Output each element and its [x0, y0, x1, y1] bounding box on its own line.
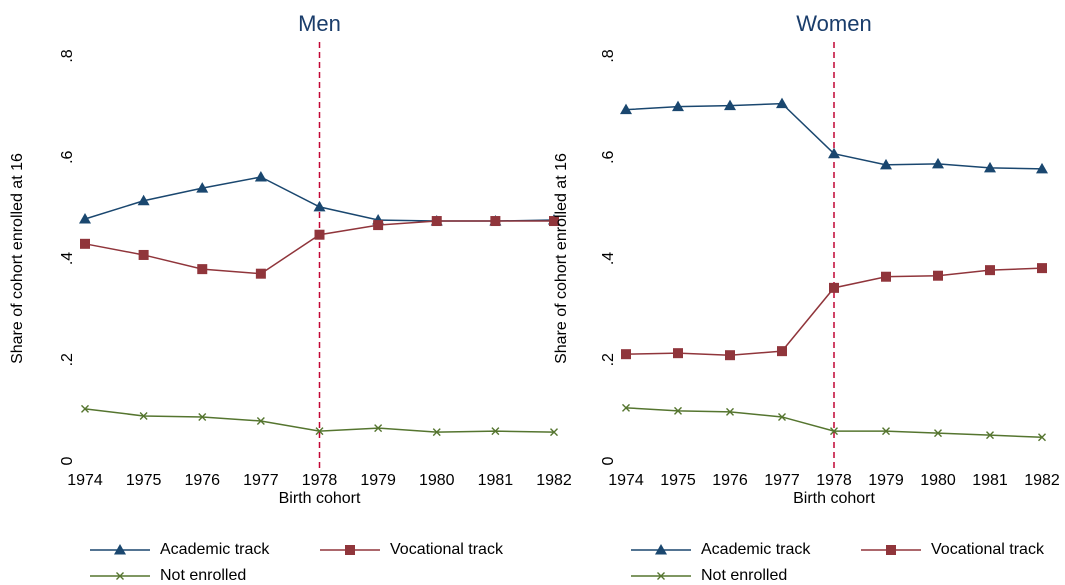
x-tick-label: 1975	[126, 472, 162, 489]
marker	[255, 268, 266, 279]
x-tick-label: 1981	[478, 472, 514, 489]
legend-label: Not enrolled	[160, 567, 246, 584]
marker	[886, 545, 896, 555]
marker	[657, 572, 665, 580]
x-tick-label: 1974	[67, 472, 103, 489]
marker	[985, 265, 995, 276]
marker	[431, 216, 442, 227]
y-tick-label: 0	[59, 456, 76, 465]
marker	[138, 249, 149, 260]
marker	[933, 270, 943, 281]
marker	[672, 100, 684, 112]
marker	[114, 544, 126, 555]
marker	[986, 431, 994, 440]
marker	[139, 411, 148, 420]
x-tick-label: 1976	[184, 472, 220, 489]
marker	[256, 417, 265, 426]
legend-label: Academic track	[701, 541, 811, 558]
marker	[254, 170, 267, 182]
legend-label: Not enrolled	[701, 567, 787, 584]
y-tick-label: .6	[600, 150, 617, 163]
marker	[1036, 162, 1048, 174]
y-tick-label: .2	[59, 353, 76, 366]
marker	[314, 229, 325, 240]
marker	[776, 97, 788, 109]
y-tick-label: .4	[600, 252, 617, 265]
x-tick-label: 1977	[243, 472, 279, 489]
marker	[550, 428, 558, 437]
marker	[655, 544, 667, 555]
marker	[1038, 433, 1046, 442]
marker	[830, 427, 838, 436]
marker	[984, 161, 996, 173]
chart-title: Men	[298, 11, 341, 36]
marker	[881, 271, 891, 282]
x-axis-label: Birth cohort	[793, 490, 875, 507]
marker	[374, 424, 383, 433]
x-tick-label: 1979	[360, 472, 396, 489]
marker	[829, 282, 839, 293]
y-tick-label: 0	[600, 456, 617, 465]
marker	[932, 157, 944, 169]
marker	[373, 220, 384, 231]
marker	[674, 406, 682, 415]
y-tick-label: .8	[600, 49, 617, 62]
marker	[315, 427, 324, 436]
marker	[828, 147, 840, 159]
x-tick-label: 1975	[660, 472, 696, 489]
marker	[882, 427, 890, 436]
y-axis-label: Share of cohort enrolled at 16	[9, 153, 26, 364]
x-tick-label: 1978	[816, 472, 852, 489]
marker	[549, 216, 559, 227]
marker	[490, 216, 501, 227]
marker	[724, 99, 736, 111]
x-tick-label: 1977	[764, 472, 800, 489]
legend-label: Vocational track	[931, 541, 1045, 558]
x-tick-label: 1982	[536, 472, 572, 489]
x-tick-label: 1976	[712, 472, 748, 489]
marker	[491, 427, 500, 436]
marker	[1037, 263, 1047, 274]
marker	[79, 213, 91, 224]
marker	[778, 412, 786, 421]
marker	[620, 103, 632, 115]
marker	[622, 403, 630, 412]
panel: Women 0 .2 .4 .6 .8 1974 1975 1976 1977 1978 1979 19…	[553, 11, 1060, 584]
x-tick-label: 1979	[868, 472, 904, 489]
marker	[197, 264, 208, 275]
chart-title: Women	[796, 11, 871, 36]
x-tick-label: 1981	[972, 472, 1008, 489]
y-tick-label: .6	[59, 150, 76, 163]
marker	[880, 158, 892, 170]
y-tick-label: .4	[59, 252, 76, 265]
legend-label: Academic track	[160, 541, 270, 558]
x-tick-label: 1980	[920, 472, 956, 489]
marker	[345, 545, 355, 555]
y-tick-label: .8	[59, 49, 76, 62]
marker	[196, 182, 209, 193]
marker	[673, 348, 683, 359]
x-tick-label: 1978	[302, 472, 338, 489]
x-tick-label: 1980	[419, 472, 455, 489]
x-tick-label: 1974	[608, 472, 644, 489]
marker	[432, 428, 441, 437]
marker	[726, 407, 734, 416]
marker	[137, 194, 150, 206]
x-tick-label: 1982	[1024, 472, 1060, 489]
marker	[81, 404, 89, 413]
marker	[777, 346, 787, 357]
x-axis-label: Birth cohort	[279, 490, 361, 507]
marker	[725, 350, 735, 361]
panel: Men 0 .2 .4 .6 .8 1974 1975 1976 1977 1978 1979 1980…	[9, 11, 572, 584]
marker	[934, 429, 942, 438]
y-axis-label: Share of cohort enrolled at 16	[553, 153, 570, 364]
marker	[116, 572, 124, 580]
marker	[313, 200, 326, 212]
y-tick-label: .2	[600, 353, 617, 366]
marker	[198, 412, 207, 421]
legend-label: Vocational track	[390, 541, 504, 558]
marker	[80, 238, 90, 249]
marker	[621, 349, 631, 360]
